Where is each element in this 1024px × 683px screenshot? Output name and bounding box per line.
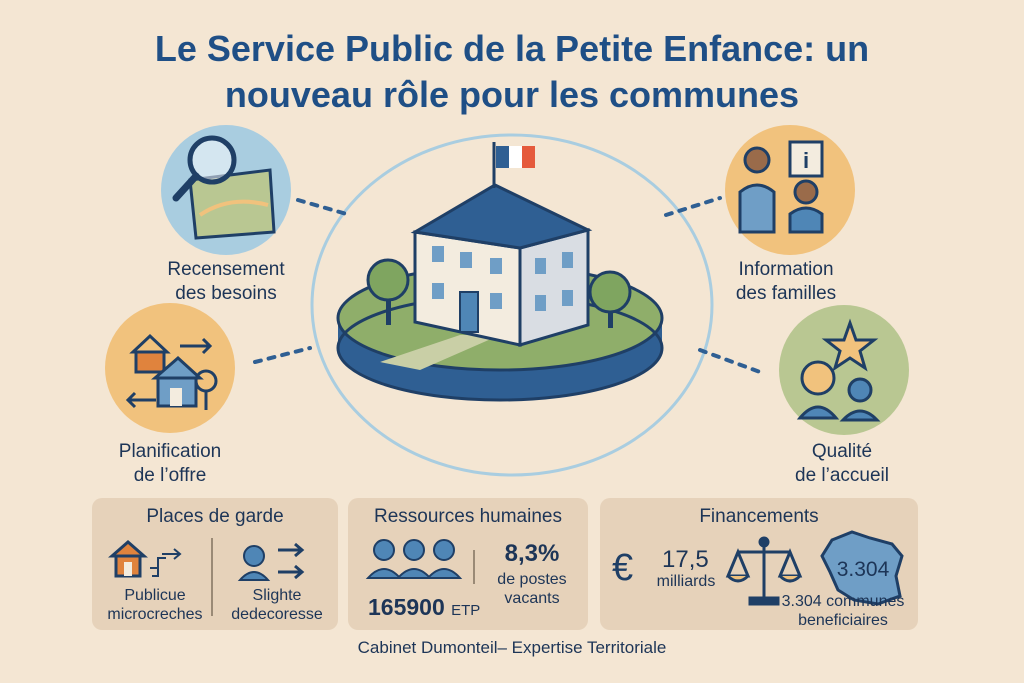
map-search-icon (161, 125, 291, 255)
places-right-text: Slighte dedecoresse (216, 586, 338, 624)
panel-finance: Financements € 17,5 milliards 3.304 3.30… (600, 498, 918, 630)
label-needs-line1: Recensement (167, 259, 285, 280)
label-quality: Qualité de l’accueil (742, 440, 942, 488)
connector-quality (698, 348, 762, 374)
label-info-line2: des familles (735, 283, 837, 304)
family-information-icon: i (725, 125, 855, 255)
central-ring (310, 133, 714, 477)
label-info-line1: Information (738, 259, 834, 280)
finance-communes-line1: 3.304 communes (781, 593, 905, 610)
hr-percent: 8,3% (504, 540, 560, 567)
finance-amount: 17,5 (662, 546, 709, 573)
finance-amount-unit: milliards (656, 573, 716, 590)
euro-icon: € (612, 547, 633, 589)
hr-etp-unit: ETP (451, 602, 481, 619)
hr-percent-label-line2: vacants (504, 590, 560, 607)
person-arrows-icon (237, 542, 305, 581)
hr-etp-value: 165900 (368, 594, 445, 620)
connector-needs (296, 198, 352, 217)
panel-places-title: Places de garde (146, 506, 284, 527)
label-planning-line1: Planification (118, 441, 222, 462)
places-icons (108, 538, 305, 616)
panel-finance-title: Financements (699, 506, 819, 527)
places-left-line2: microcreches (107, 606, 203, 623)
places-left-line1: Publicue (124, 587, 186, 604)
connector-planning (253, 346, 312, 364)
page-title-line-1: Le Service Public de la Petite Enfance: … (154, 28, 870, 69)
panel-hr-title: Ressources humaines (374, 506, 562, 527)
label-planning: Planification de l’offre (70, 440, 270, 488)
places-right-line1: Slighte (252, 587, 302, 604)
housing-planning-icon (105, 303, 235, 433)
label-quality-line2: de l’accueil (795, 465, 889, 486)
quality-star-icon (779, 305, 909, 435)
connector-info (664, 196, 722, 217)
page-title-line-2: nouveau rôle pour les communes (224, 74, 800, 115)
label-planning-line2: de l’offre (133, 465, 207, 486)
finance-communes: 3.304 communes beneficiaires (768, 592, 918, 630)
house-arrow-icon (108, 540, 182, 578)
hr-etp: 165900 ETP (368, 594, 480, 621)
finance-communes-line2: beneficiaires (798, 612, 888, 629)
scales-icon (725, 536, 803, 606)
france-map-icon (820, 530, 904, 606)
svg-text:i: i (803, 148, 809, 173)
footer-credit: Cabinet Dumonteil– Expertise Territorial… (357, 638, 667, 657)
finance-icons: € (612, 530, 904, 606)
town-hall-island-icon (336, 142, 664, 402)
places-left-text: Publicue microcreches (96, 586, 214, 624)
label-needs-line2: des besoins (175, 283, 277, 304)
panel-places: Places de garde Publicue microcreches Sl… (92, 498, 338, 630)
places-right-line2: dedecoresse (231, 606, 323, 623)
hr-percent-label: de postes vacants (480, 570, 584, 608)
staff-icon (365, 539, 475, 584)
finance-map-value: 3.304 (836, 558, 890, 581)
hr-percent-label-line1: de postes (497, 571, 567, 588)
label-quality-line1: Qualité (811, 441, 873, 462)
panel-hr: Ressources humaines 165900 ETP 8,3% de p… (348, 498, 588, 630)
label-info: Information des familles (686, 258, 886, 306)
label-needs: Recensement des besoins (126, 258, 326, 306)
